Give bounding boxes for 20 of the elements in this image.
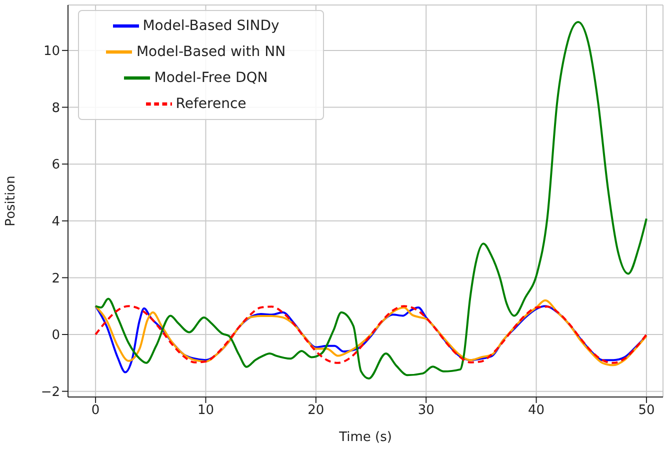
y-tick-label: 4	[52, 214, 60, 230]
y-tick-label: 0	[52, 328, 60, 344]
y-tick-label: −2	[40, 384, 60, 400]
y-tick-label: 6	[52, 158, 60, 173]
line-series	[94, 21, 648, 380]
x-tick-label: 20	[308, 403, 324, 418]
y-tick-label: 2	[52, 271, 60, 286]
x-axis-title: Time (s)	[338, 430, 392, 445]
y-tick-label: 8	[52, 100, 60, 116]
x-tick-label: 30	[418, 403, 434, 418]
y-tick-label: 10	[43, 44, 60, 60]
x-tick-label: 0	[91, 403, 100, 418]
x-tick-label: 10	[197, 403, 214, 418]
x-tick-label: 40	[528, 403, 545, 418]
legend-label: Model-Based with NN	[136, 44, 286, 60]
y-axis-title: Position	[4, 176, 19, 226]
legend-label: Model-Free DQN	[154, 70, 268, 86]
legend-label: Reference	[176, 96, 246, 112]
x-tick-label: 50	[638, 403, 655, 418]
legend-label: Model-Based SINDy	[142, 18, 280, 34]
